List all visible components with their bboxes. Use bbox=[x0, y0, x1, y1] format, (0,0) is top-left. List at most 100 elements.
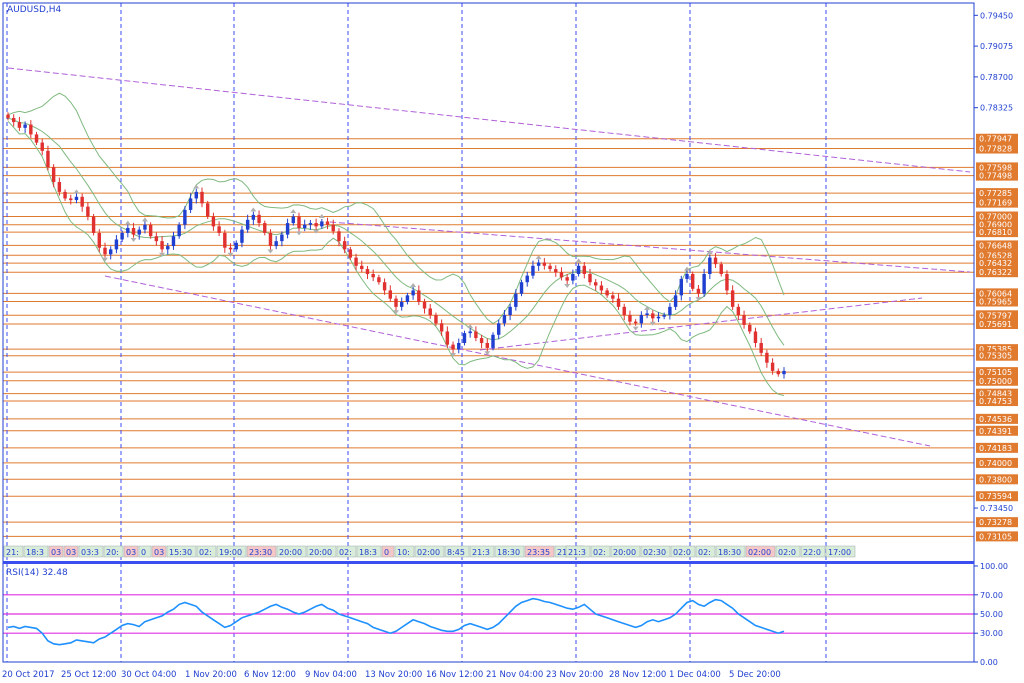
time-strip-cell bbox=[246, 545, 277, 558]
fractal-down-marker bbox=[102, 257, 108, 262]
time-strip-cell bbox=[695, 545, 716, 558]
time-strip-label: 21:3 bbox=[472, 548, 490, 557]
candle-body bbox=[730, 290, 735, 307]
level-tag bbox=[976, 162, 1018, 173]
x-tick-label: 30 Oct 04:00 bbox=[121, 670, 176, 680]
price-tick-label: 0.78325 bbox=[980, 104, 1013, 113]
time-strip-label: 0 bbox=[141, 548, 146, 557]
time-strip-label: 18:30 bbox=[497, 548, 520, 557]
level-label: 0.73594 bbox=[979, 492, 1012, 501]
fractal-down-marker bbox=[130, 237, 137, 242]
rsi-tick-label: 100.00 bbox=[980, 562, 1008, 571]
candle-body bbox=[645, 313, 649, 316]
candle-body bbox=[23, 124, 27, 128]
level-label: 0.77598 bbox=[979, 163, 1012, 172]
candle-body bbox=[114, 239, 119, 250]
candle-body bbox=[696, 288, 701, 294]
level-tag bbox=[976, 319, 1018, 330]
candle-body bbox=[354, 257, 358, 266]
candle-body bbox=[97, 232, 102, 248]
fractal-down-marker bbox=[227, 252, 234, 257]
price-tick-label: 0.79075 bbox=[980, 42, 1013, 51]
candle-body bbox=[188, 198, 193, 210]
x-tick-label: 23 Nov 20:00 bbox=[546, 670, 603, 680]
price-tick-label: 0.78700 bbox=[980, 73, 1013, 82]
candle-body bbox=[388, 290, 393, 299]
level-label: 0.74843 bbox=[979, 390, 1012, 399]
time-strip-cell bbox=[670, 545, 696, 558]
candle-body bbox=[131, 228, 136, 235]
candle-body bbox=[51, 167, 56, 183]
candle-body bbox=[120, 232, 124, 240]
fractal-up-marker bbox=[193, 184, 200, 189]
candle-body bbox=[365, 269, 370, 274]
candle-body bbox=[154, 236, 159, 242]
candle-body bbox=[753, 331, 758, 343]
candle-body bbox=[428, 308, 432, 316]
candle-body bbox=[719, 264, 723, 274]
x-tick-label: 21 Nov 04:00 bbox=[486, 670, 543, 680]
candle-body bbox=[582, 265, 587, 274]
time-strip-cell bbox=[775, 545, 801, 558]
time-strip-cell bbox=[469, 545, 495, 558]
level-tag bbox=[976, 296, 1018, 307]
candle-body bbox=[331, 224, 335, 232]
level-tag bbox=[976, 474, 1018, 485]
level-tag bbox=[976, 219, 1018, 230]
candle-body bbox=[291, 216, 296, 224]
time-strip: 21: 18:3 03 03 03:3 20: 03 0 03 15:30 02: 19:00 23:3… bbox=[3, 545, 856, 558]
candle-body bbox=[80, 196, 84, 207]
rsi-line bbox=[7, 597, 785, 646]
candle-body bbox=[702, 274, 706, 294]
time-strip-cell bbox=[138, 545, 152, 558]
x-tick-label: 16 Nov 12:00 bbox=[426, 670, 483, 680]
time-strip-cell bbox=[48, 545, 64, 558]
candle-body bbox=[462, 333, 467, 343]
symbol-label: AUDUSD,H4 bbox=[7, 5, 62, 15]
candle-body bbox=[34, 134, 39, 143]
time-strip-label: 8:45 bbox=[447, 548, 465, 557]
time-strip-label: 20:00 bbox=[613, 548, 636, 557]
level-label: 0.77828 bbox=[979, 145, 1012, 154]
level-label: 0.73800 bbox=[979, 475, 1012, 484]
level-label: 0.75965 bbox=[979, 298, 1012, 307]
level-label: 0.77498 bbox=[979, 172, 1012, 181]
candle-body bbox=[91, 216, 96, 233]
level-tag bbox=[976, 197, 1018, 208]
panel-separator bbox=[3, 561, 974, 564]
level-label: 0.75385 bbox=[979, 345, 1012, 354]
candle-body bbox=[508, 306, 512, 316]
fractal-down-marker bbox=[296, 231, 302, 236]
candle-body bbox=[108, 249, 113, 255]
candle-body bbox=[40, 142, 44, 151]
candle-body bbox=[559, 272, 564, 278]
time-strip-cell bbox=[276, 545, 307, 558]
candle-body bbox=[160, 241, 164, 250]
time-strip-label: 21: bbox=[6, 548, 19, 557]
fractal-up-marker bbox=[73, 189, 80, 194]
time-strip-label: 21:3 bbox=[568, 548, 586, 557]
candle-body bbox=[628, 315, 632, 322]
level-label: 0.76528 bbox=[979, 251, 1012, 260]
candle-body bbox=[320, 221, 324, 227]
fractal-up-marker bbox=[141, 217, 148, 222]
candle-body bbox=[616, 298, 621, 307]
level-tag bbox=[976, 396, 1018, 407]
time-strip-label: 15:30 bbox=[169, 548, 192, 557]
candle-body bbox=[525, 275, 529, 283]
candle-body bbox=[776, 370, 781, 375]
candle-body bbox=[17, 122, 22, 128]
candle-body bbox=[742, 315, 746, 325]
time-strip-cell bbox=[356, 545, 382, 558]
candle-body bbox=[411, 290, 415, 296]
level-label: 0.77285 bbox=[979, 189, 1012, 198]
rsi-tick-label: 70.00 bbox=[980, 591, 1003, 600]
candle-body bbox=[708, 257, 712, 274]
time-strip-label: 19:00 bbox=[219, 548, 242, 557]
trend-channels bbox=[7, 67, 971, 447]
candle-body bbox=[394, 298, 398, 307]
time-strip-cell bbox=[565, 545, 591, 558]
level-label: 0.76900 bbox=[979, 221, 1012, 230]
candle-body bbox=[496, 323, 501, 335]
time-strip-cell bbox=[78, 545, 104, 558]
